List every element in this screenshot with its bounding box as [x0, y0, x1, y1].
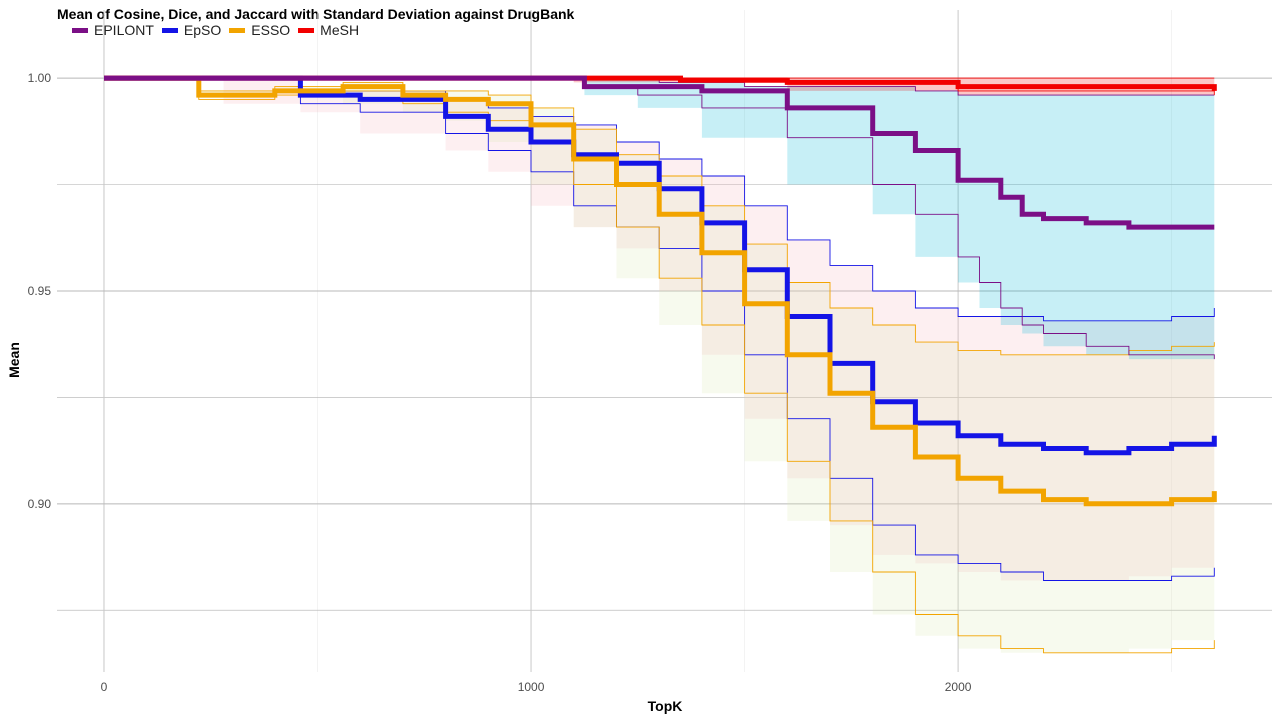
mean-line-epso	[104, 75, 1217, 456]
tick-layer: 0 1000 2000 0.90 0.95 1.00	[28, 71, 972, 694]
lower-bound-epso	[104, 77, 1215, 581]
legend-key	[161, 27, 178, 33]
legend-label: EpSO	[183, 22, 222, 38]
y-tick-label: 0.95	[28, 284, 52, 298]
legend-label: ESSO	[251, 22, 291, 38]
legend-label: EPILONT	[94, 22, 154, 38]
lower-bound-esso	[104, 77, 1215, 654]
legend-item-epso: EpSO	[161, 22, 222, 38]
legend-key	[229, 27, 246, 33]
band-esso	[104, 78, 1215, 653]
legend-item-epilont: EPILONT	[72, 22, 154, 38]
mean-line-esso	[104, 75, 1217, 507]
chart-title: Mean of Cosine, Dice, and Jaccard with S…	[57, 6, 575, 22]
y-tick-label: 0.90	[28, 497, 52, 511]
legend-item-esso: ESSO	[229, 22, 290, 38]
x-tick-label: 2000	[945, 680, 972, 694]
legend-label: MeSH	[320, 22, 360, 38]
mean-line-mesh	[104, 75, 1217, 91]
legend: EPILONT EpSO ESSO MeSH	[72, 22, 359, 38]
legend-key	[72, 27, 88, 33]
x-tick-label: 0	[101, 680, 108, 694]
lower-bound-epilont	[104, 77, 1215, 360]
y-axis-title: Mean	[6, 342, 22, 378]
mean-layer	[104, 75, 1217, 507]
legend-item-mesh: MeSH	[298, 22, 359, 38]
legend-key	[298, 27, 315, 33]
y-tick-label: 1.00	[28, 71, 52, 85]
x-axis-title: TopK	[648, 698, 683, 714]
x-tick-label: 1000	[518, 680, 545, 694]
mean-line-epilont	[104, 75, 1215, 230]
